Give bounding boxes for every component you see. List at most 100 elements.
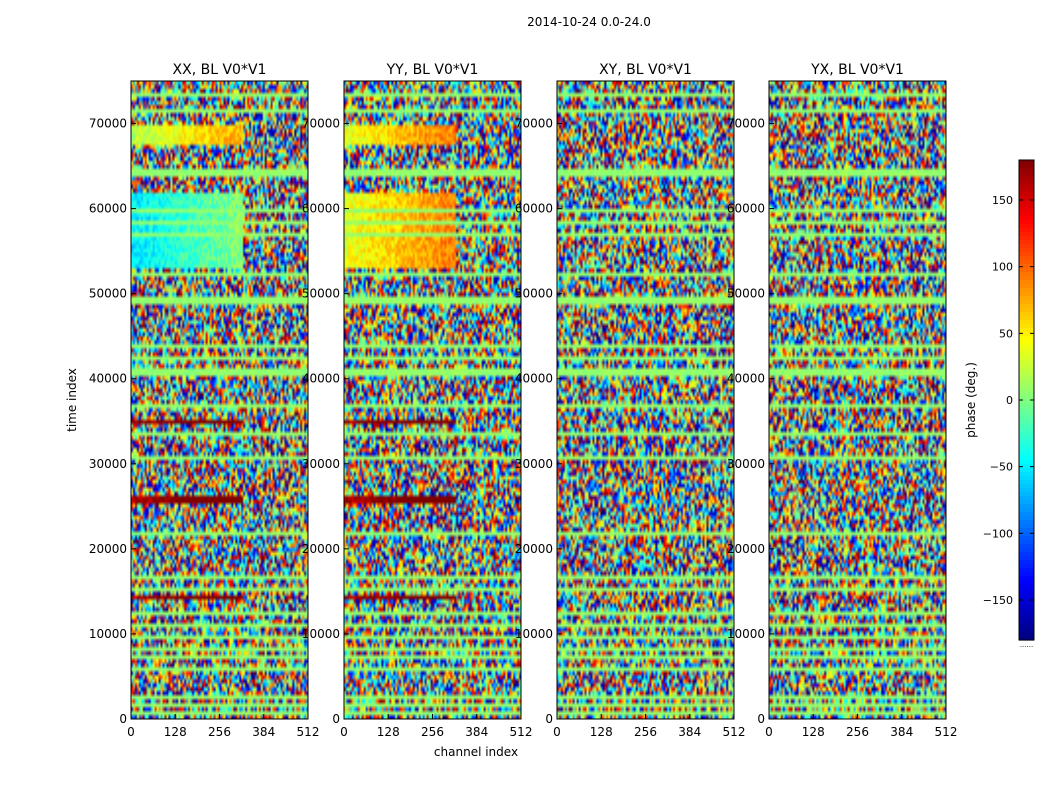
x-tick-label: 512: [935, 725, 958, 739]
colorbar-tick-label: 100: [992, 261, 1013, 274]
colorbar-segment: [1019, 304, 1034, 309]
colorbar-segment: [1019, 576, 1034, 581]
colorbar-segment: [1019, 632, 1034, 637]
colorbar-segment: [1019, 160, 1034, 165]
colorbar-segment: [1019, 588, 1034, 593]
x-tick-label: 256: [421, 725, 444, 739]
y-tick-label: 10000: [302, 627, 340, 641]
colorbar-segment: [1019, 312, 1034, 317]
x-axis-label: channel index: [434, 745, 518, 759]
colorbar-segment: [1019, 476, 1034, 481]
x-tick-label: 512: [510, 725, 533, 739]
colorbar-segment: [1019, 264, 1034, 269]
y-tick-label: 50000: [89, 287, 127, 301]
colorbar-segment: [1019, 268, 1034, 273]
colorbar-segment: [1019, 512, 1034, 517]
colorbar-segment: [1019, 192, 1034, 197]
colorbar-segment: [1019, 464, 1034, 469]
x-tick-label: 0: [765, 725, 773, 739]
colorbar-under-mark: ......: [1020, 641, 1033, 649]
colorbar-segment: [1019, 560, 1034, 565]
colorbar-tick-label: 0: [1006, 394, 1013, 407]
colorbar-segment: [1019, 236, 1034, 241]
colorbar-tick-label: −50: [990, 461, 1013, 474]
colorbar-segment: [1019, 260, 1034, 265]
colorbar-segment: [1019, 628, 1034, 633]
colorbar-segment: [1019, 232, 1034, 237]
colorbar-segment: [1019, 420, 1034, 425]
colorbar-segment: [1019, 364, 1034, 369]
colorbar-tick-label: 50: [999, 327, 1013, 340]
colorbar-segment: [1019, 240, 1034, 245]
colorbar-segment: [1019, 216, 1034, 221]
colorbar-segment: [1019, 452, 1034, 457]
y-tick-label: 20000: [727, 542, 765, 556]
y-tick-label: 10000: [515, 627, 553, 641]
colorbar-segment: [1019, 376, 1034, 381]
x-tick-label: 128: [590, 725, 613, 739]
colorbar-segment: [1019, 440, 1034, 445]
colorbar-segment: [1019, 384, 1034, 389]
x-tick-label: 256: [634, 725, 657, 739]
colorbar-label: phase (deg.): [964, 362, 978, 438]
colorbar-segment: [1019, 180, 1034, 185]
y-tick-label: 40000: [302, 372, 340, 386]
y-tick-label: 0: [545, 712, 553, 726]
colorbar-tick-label: −150: [983, 594, 1013, 607]
colorbar-segment: [1019, 200, 1034, 205]
colorbar-segment: [1019, 524, 1034, 529]
heatmap-image: [344, 81, 521, 719]
x-tick-label: 0: [553, 725, 561, 739]
y-tick-label: 40000: [89, 372, 127, 386]
colorbar-segment: [1019, 336, 1034, 341]
colorbar-segment: [1019, 296, 1034, 301]
colorbar-segment: [1019, 536, 1034, 541]
x-tick-label: 512: [723, 725, 746, 739]
colorbar-segment: [1019, 276, 1034, 281]
colorbar-segment: [1019, 196, 1034, 201]
colorbar-segment: [1019, 288, 1034, 293]
colorbar-segment: [1019, 280, 1034, 285]
colorbar-segment: [1019, 248, 1034, 253]
colorbar-segment: [1019, 548, 1034, 553]
colorbar-segment: [1019, 252, 1034, 257]
colorbar-segment: [1019, 616, 1034, 621]
y-tick-label: 50000: [302, 287, 340, 301]
x-tick-label: 384: [678, 725, 701, 739]
colorbar-segment: [1019, 228, 1034, 233]
colorbar-segment: [1019, 328, 1034, 333]
colorbar-segment: [1019, 604, 1034, 609]
colorbar-segment: [1019, 532, 1034, 537]
colorbar-segment: [1019, 416, 1034, 421]
colorbar-segment: [1019, 272, 1034, 277]
y-tick-label: 50000: [515, 287, 553, 301]
colorbar-segment: [1019, 188, 1034, 193]
colorbar-segment: [1019, 380, 1034, 385]
colorbar-segment: [1019, 324, 1034, 329]
colorbar-tick-label: 150: [992, 194, 1013, 207]
y-tick-label: 40000: [727, 372, 765, 386]
colorbar-segment: [1019, 352, 1034, 357]
figure-title: 2014-10-24 0.0-24.0: [527, 15, 651, 29]
colorbar-segment: [1019, 580, 1034, 585]
y-tick-label: 70000: [727, 117, 765, 131]
y-tick-label: 70000: [89, 117, 127, 131]
x-tick-label: 384: [890, 725, 913, 739]
x-tick-label: 512: [297, 725, 320, 739]
colorbar-segment: [1019, 520, 1034, 525]
x-tick-label: 384: [252, 725, 275, 739]
colorbar-segment: [1019, 540, 1034, 545]
y-tick-label: 70000: [302, 117, 340, 131]
colorbar-segment: [1019, 204, 1034, 209]
y-tick-label: 20000: [515, 542, 553, 556]
colorbar-segment: [1019, 572, 1034, 577]
y-tick-label: 0: [757, 712, 765, 726]
colorbar-segment: [1019, 592, 1034, 597]
colorbar-segment: [1019, 500, 1034, 505]
colorbar-segment: [1019, 448, 1034, 453]
colorbar-segment: [1019, 368, 1034, 373]
colorbar-segment: [1019, 620, 1034, 625]
colorbar-segment: [1019, 220, 1034, 225]
y-tick-label: 20000: [89, 542, 127, 556]
heatmap-image: [769, 81, 946, 719]
